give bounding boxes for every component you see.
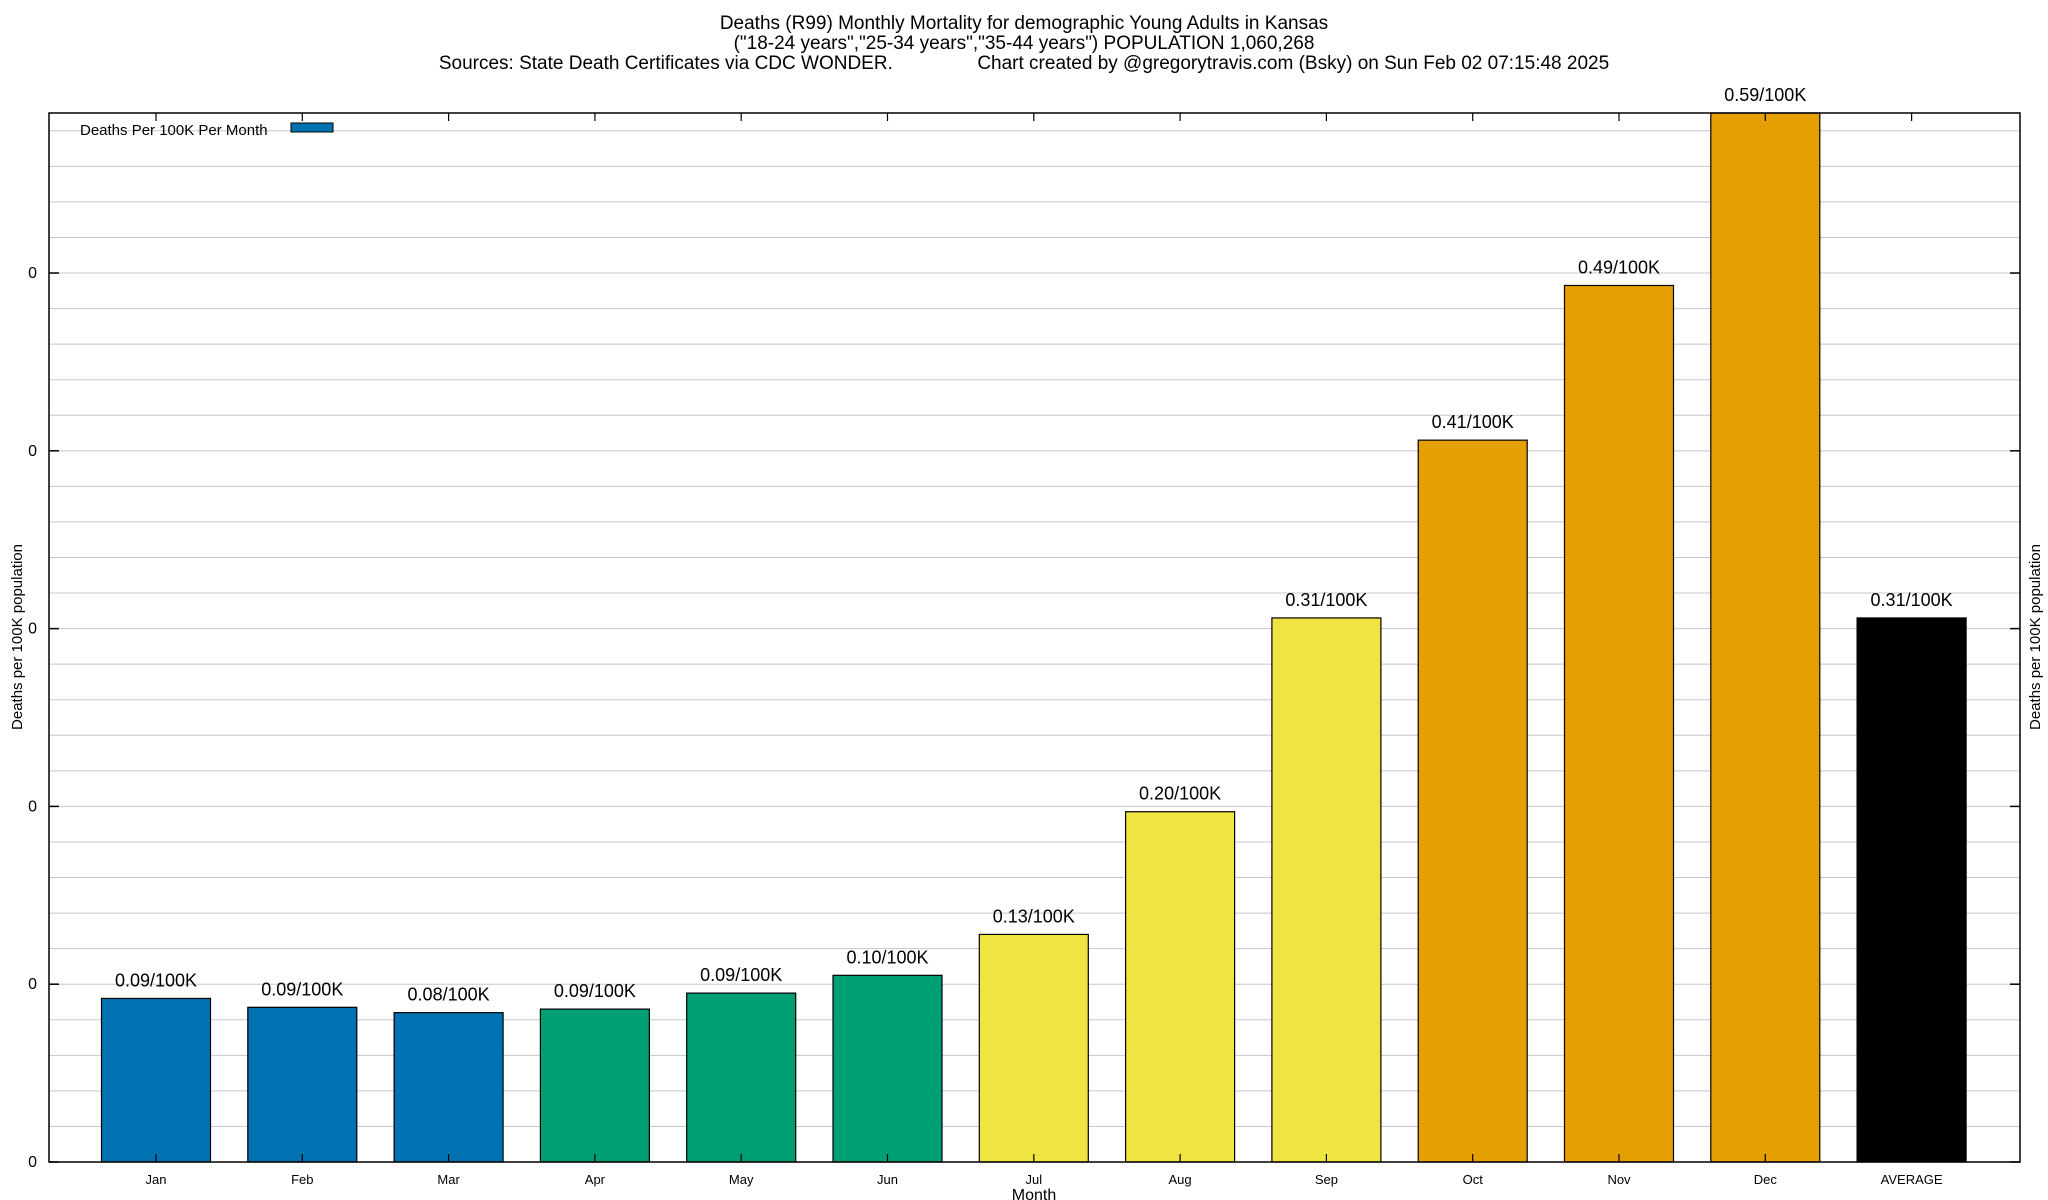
bar-sep (1271, 617, 1382, 1163)
bar-dec (1710, 112, 1821, 1163)
chart-title: Deaths (R99) Monthly Mortality for demog… (719, 13, 1329, 34)
bar-jul (978, 933, 1089, 1163)
bar-jan (100, 997, 212, 1163)
chart-source-line: Sources: State Death Certificates via CD… (438, 53, 1610, 74)
bar-mar (393, 1012, 504, 1163)
x-tick-label: Jul (1025, 1172, 1042, 1187)
x-tick-label: Jun (877, 1172, 898, 1187)
chart-title-block: Deaths (R99) Monthly Mortality for demog… (0, 14, 2048, 74)
x-tick-label: AVERAGE (1881, 1172, 1943, 1187)
x-tick-label: Mar (437, 1172, 460, 1187)
chart-subtitle: ("18-24 years","25-34 years","35-44 year… (733, 33, 1315, 54)
y-tick-label: 0 (28, 1154, 37, 1171)
y-tick-label: 0 (28, 265, 37, 282)
data-labels: 0.09/100K 0.09/100K 0.08/100K 0.09/100K 0.09… (115, 85, 1953, 1005)
bar-aug (1124, 811, 1236, 1163)
data-label: 0.09/100K (554, 981, 636, 1001)
y-axis-label-right: Deaths per 100K population (2027, 544, 2044, 730)
data-label: 0.13/100K (993, 906, 1075, 926)
y-tick-label: 0 (28, 621, 37, 638)
data-label: 0.59/100K (1724, 85, 1806, 105)
x-tick-label: Feb (291, 1172, 313, 1187)
x-tick-label: May (729, 1172, 754, 1187)
bar-apr (539, 1008, 651, 1163)
bar-may (686, 992, 797, 1163)
bar-feb (247, 1006, 358, 1163)
bar-average (1856, 617, 1967, 1163)
bars (100, 112, 1967, 1163)
bar-jun (832, 974, 943, 1163)
data-label: 0.31/100K (1285, 590, 1367, 610)
y-axis-label-left: Deaths per 100K population (9, 544, 26, 730)
data-label: 0.09/100K (115, 970, 197, 990)
x-tick-label: Oct (1463, 1172, 1484, 1187)
data-label: 0.09/100K (261, 979, 343, 999)
x-axis-label: Month (1012, 1187, 1056, 1200)
data-label: 0.20/100K (1139, 784, 1221, 804)
y-tick-label: 0 (28, 976, 37, 993)
x-tick-label: Dec (1754, 1172, 1778, 1187)
x-tick-label: Sep (1315, 1172, 1338, 1187)
y-tick-label: 0 (28, 798, 37, 815)
plot-frame (48, 112, 2021, 1163)
legend: Deaths Per 100K Per Month (80, 122, 334, 139)
x-tick-label: Jan (146, 1172, 167, 1187)
data-label: 0.41/100K (1432, 412, 1514, 432)
x-tick-label: Aug (1169, 1172, 1192, 1187)
x-tick-label: Apr (585, 1172, 606, 1187)
x-axis-ticks: Jan Feb Mar Apr May Jun Jul Aug Sep Oct Nov Dec AVER… (146, 113, 1943, 1187)
data-label: 0.09/100K (700, 965, 782, 985)
bar-oct (1417, 439, 1528, 1163)
legend-label: Deaths Per 100K Per Month (80, 122, 268, 139)
y-tick-label: 0 (28, 443, 37, 460)
data-label: 0.10/100K (846, 947, 928, 967)
x-tick-label: Nov (1607, 1172, 1631, 1187)
data-label: 0.08/100K (408, 985, 490, 1005)
legend-swatch (290, 122, 334, 133)
bar-nov (1563, 284, 1675, 1163)
data-label: 0.49/100K (1578, 257, 1660, 277)
data-label: 0.31/100K (1871, 590, 1953, 610)
